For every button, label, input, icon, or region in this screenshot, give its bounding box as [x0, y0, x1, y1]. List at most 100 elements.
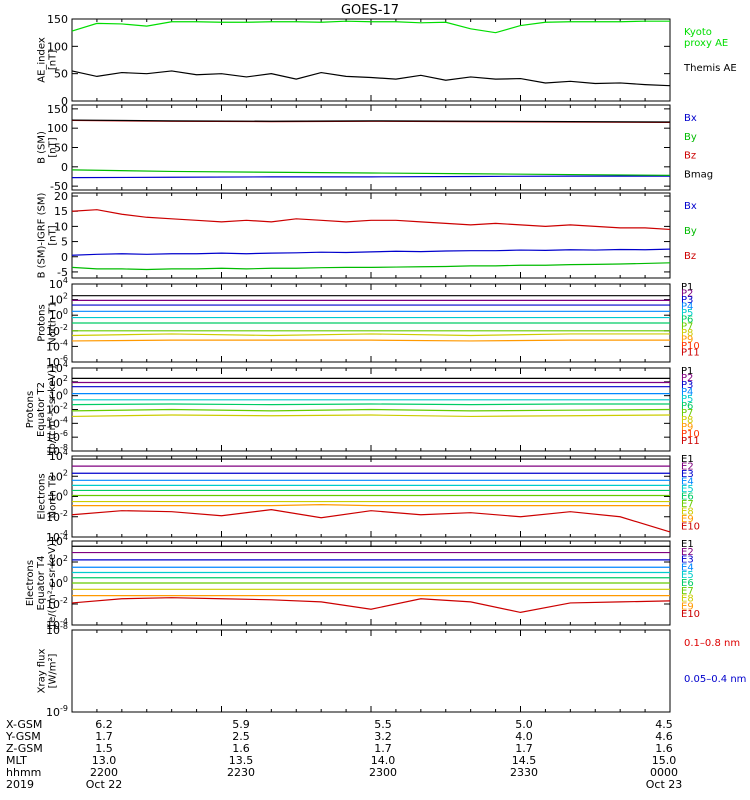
series-line-p8	[71, 414, 671, 418]
legend-entry: P4	[681, 387, 693, 398]
series-line-themis-ae	[71, 70, 671, 87]
panel-3: -5 0 5 10 15 20 B (SM)-IGRF (SM) [nT] Bx By Bz	[37, 190, 697, 279]
y-axis-label: North T1	[48, 301, 59, 345]
legend-entry: By	[684, 132, 697, 143]
legend-entry: P8	[681, 415, 693, 426]
y-tick-label: 10-9	[46, 704, 68, 719]
y-tick-label: 50	[54, 68, 68, 81]
series-line-kyoto-proxy-ae	[71, 20, 670, 34]
y-tick-label: 10	[54, 220, 68, 233]
legend-entry: P6	[681, 401, 693, 412]
legend-entry: P11	[681, 436, 700, 447]
legend-entry: E6	[681, 578, 694, 589]
y-axis-label: [p/(cm²-s-sr-keV)]	[47, 366, 58, 454]
series-line-e10	[71, 597, 671, 614]
footer-cell: 15.0	[652, 754, 677, 767]
y-tick-label: 0	[61, 251, 68, 264]
legend-entry: E8	[681, 594, 694, 605]
footer-row-label: hhmm	[6, 766, 41, 779]
legend-entry: P7	[681, 321, 693, 332]
legend-entry: E3	[681, 469, 694, 480]
series-line-bx	[71, 248, 671, 256]
legend-entry: P11	[681, 347, 700, 358]
y-tick-label: 10-8	[46, 622, 68, 637]
legend-entry: Bmag	[684, 169, 713, 180]
footer-cell: 1.6	[232, 742, 250, 755]
legend-entry: P2	[681, 373, 693, 384]
legend-entry: 0.05–0.4 nm	[684, 674, 746, 685]
y-tick-label: 150	[47, 103, 68, 116]
footer-cell: Oct 23	[646, 778, 683, 791]
legend-entry: E1	[681, 539, 694, 550]
y-axis-label: Protons	[37, 304, 48, 341]
panel-8: 10-9 10-8 Xray flux [W/m²] 0.1–0.8 nm 0.05–0.…	[37, 622, 747, 719]
legend-entry: E4	[681, 562, 694, 573]
legend-entry: E10	[681, 522, 700, 533]
legend-entry: Bz	[684, 151, 696, 162]
y-tick-label: 104	[49, 448, 68, 463]
y-tick-label: -50	[50, 180, 68, 193]
legend-entry: P9	[681, 334, 693, 345]
y-axis-label: [nT]	[48, 137, 59, 157]
y-tick-label: 150	[47, 13, 68, 26]
y-axis-label: Equator T2	[36, 382, 47, 437]
legend-entry: By	[684, 226, 697, 237]
y-axis-label: [nT]	[48, 50, 59, 70]
footer-cell: 14.5	[512, 754, 537, 767]
legend-entry: P3	[681, 380, 693, 391]
series-line-bx	[71, 175, 670, 179]
y-tick-label: 0	[61, 161, 68, 174]
footer-cell: 2300	[369, 766, 397, 779]
legend-entry: E8	[681, 507, 694, 518]
panel-frame	[71, 18, 671, 102]
panel-frame	[71, 455, 671, 538]
legend-entry: E3	[681, 555, 694, 566]
y-tick-label: 15	[54, 205, 68, 218]
footer-cell: 14.0	[371, 754, 396, 767]
legend-entry: E5	[681, 570, 694, 581]
y-tick-label: 20	[54, 190, 68, 203]
series-line-by	[71, 262, 671, 271]
y-tick-label: -5	[57, 266, 68, 279]
legend-entry: E9	[681, 601, 694, 612]
legend-entry: P8	[681, 328, 693, 339]
legend-entry: P10	[681, 341, 700, 352]
footer-cell: Oct 22	[86, 778, 123, 791]
y-axis-label: Electrons	[37, 473, 48, 519]
y-tick-label: 104	[49, 276, 68, 291]
legend-entry: Bx	[684, 201, 697, 212]
legend-entry: E2	[681, 462, 694, 473]
footer-row-label: MLT	[6, 754, 27, 767]
footer-cell: 2330	[510, 766, 538, 779]
legend-entry: P3	[681, 295, 693, 306]
y-axis-label: B (SM)	[37, 131, 48, 164]
y-axis-label: Xray flux	[37, 649, 48, 694]
footer-cell: 0000	[650, 766, 678, 779]
footer-cell: 4.6	[655, 730, 673, 743]
footer-cell: 4.0	[515, 730, 533, 743]
legend-entry: E5	[681, 484, 694, 495]
legend-entry: E1	[681, 454, 694, 465]
footer-cell: 5.0	[515, 718, 533, 731]
legend-entry: P1	[681, 366, 693, 377]
footer-cell: 3.2	[374, 730, 392, 743]
panel-frame	[71, 629, 671, 713]
series-line-bz	[71, 209, 671, 231]
legend-entry: P1	[681, 282, 693, 293]
footer-cell: 2230	[227, 766, 255, 779]
legend-entry: E9	[681, 514, 694, 525]
series-line-e10	[71, 509, 671, 533]
legend-entry: Bx	[684, 113, 697, 124]
series-line-bmag	[71, 119, 671, 123]
y-axis-label: [W/m²]	[48, 653, 59, 688]
legend-entry: Bz	[684, 251, 696, 262]
legend-entry: E6	[681, 492, 694, 503]
legend-entry: P2	[681, 289, 693, 300]
series-line-p9	[71, 339, 670, 342]
footer-cell: 13.5	[229, 754, 254, 767]
